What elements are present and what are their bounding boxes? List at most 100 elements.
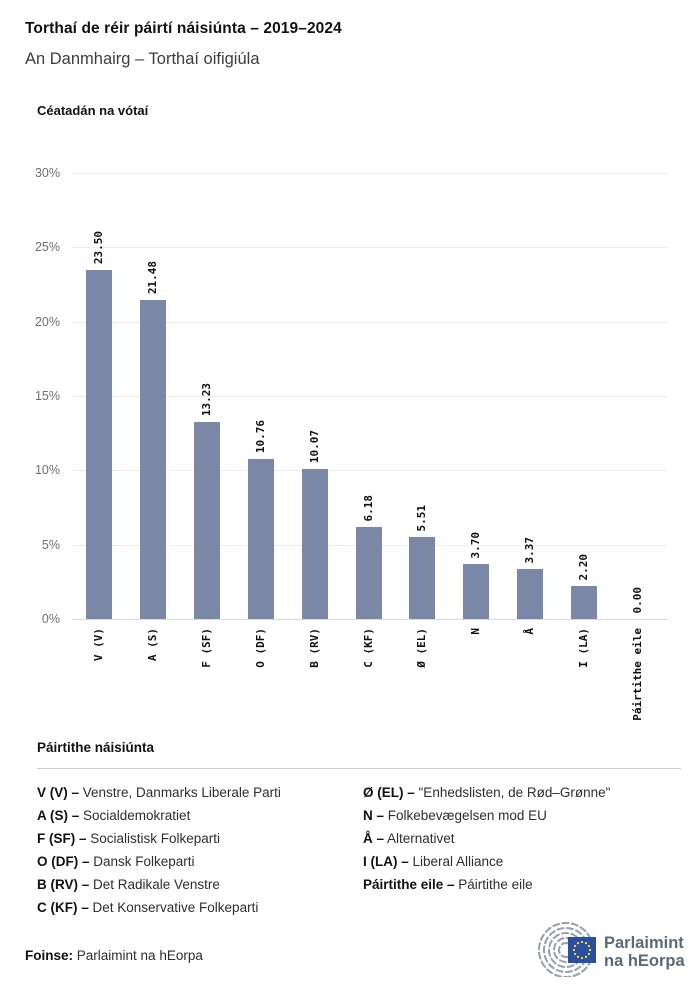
legend-entry-code: I (LA) – — [363, 854, 409, 869]
gridline — [72, 247, 668, 248]
bar — [194, 422, 220, 619]
legend-entry-name: Det Radikale Venstre — [89, 877, 220, 892]
legend-entry-name: Liberal Alliance — [408, 854, 504, 869]
legend-column-left: V (V) – Venstre, Danmarks Liberale Parti… — [37, 781, 357, 919]
bar-value-label: 3.70 — [469, 531, 482, 559]
eu-star — [573, 944, 577, 948]
y-tick-label: 15% — [34, 389, 60, 403]
bar-value-label: 3.37 — [523, 536, 536, 564]
eu-stars — [572, 940, 592, 960]
legend-entry: O (DF) – Dansk Folkeparti — [37, 850, 357, 873]
legend-entry: V (V) – Venstre, Danmarks Liberale Parti — [37, 781, 357, 804]
bar — [86, 270, 112, 619]
eu-star — [587, 944, 591, 948]
y-tick-label: 10% — [34, 463, 60, 477]
legend-entry-name: Socialdemokratiet — [79, 808, 191, 823]
x-tick-label: A (S) — [146, 628, 159, 662]
legend-entry: Å – Alternativet — [363, 827, 683, 850]
y-axis-title: Céatadán na vótaí — [37, 103, 149, 118]
legend-entry: I (LA) – Liberal Alliance — [363, 850, 683, 873]
gridline — [72, 619, 668, 620]
parliament-hemicycle-icon: Parlaimint na hEorpa — [537, 921, 686, 979]
y-tick-label: 5% — [41, 538, 60, 552]
source-label: Foinse: — [25, 948, 74, 963]
eu-star — [584, 955, 588, 959]
gridline — [72, 470, 668, 471]
source-value: Parlaimint na hEorpa — [76, 948, 203, 963]
y-tick-label: 20% — [34, 315, 60, 329]
legend-entry-code: Å – — [363, 831, 385, 846]
legend-entry-code: Ø (EL) – — [363, 785, 415, 800]
bar-value-label: 13.23 — [200, 382, 213, 416]
legend-entry-code: O (DF) – — [37, 854, 90, 869]
x-tick-label: F (SF) — [200, 628, 213, 668]
y-tick-label: 25% — [34, 240, 60, 254]
eu-star — [580, 940, 584, 944]
legend-entry: A (S) – Socialdemokratiet — [37, 804, 357, 827]
x-tick-label: O (DF) — [254, 628, 267, 668]
x-tick-label: Ø (EL) — [415, 628, 428, 668]
legend-divider — [37, 768, 681, 769]
legend-entry: C (KF) – Det Konservative Folkeparti — [37, 896, 357, 919]
eu-star — [584, 941, 588, 945]
legend-entry-name: Alternativet — [384, 831, 455, 846]
legend-entry-name: Socialistisk Folkeparti — [86, 831, 221, 846]
bar — [302, 469, 328, 619]
bar-value-label: 0.00 — [631, 586, 644, 614]
bar-value-label: 23.50 — [92, 230, 105, 264]
bar — [409, 537, 435, 619]
gridline — [72, 322, 668, 323]
bar-value-label: 21.48 — [146, 260, 159, 294]
bar — [140, 300, 166, 619]
legend-entry: F (SF) – Socialistisk Folkeparti — [37, 827, 357, 850]
bar — [248, 459, 274, 619]
gridline — [72, 396, 668, 397]
eu-star — [576, 955, 580, 959]
bar-value-label: 2.20 — [577, 553, 590, 581]
legend-entry-code: Páirtithe eile – — [363, 877, 455, 892]
legend-entry-name: Páirtithe eile — [454, 877, 533, 892]
legend-entry-code: F (SF) – — [37, 831, 87, 846]
page-title: Torthaí de réir páirtí náisiúnta – 2019–… — [25, 20, 342, 37]
x-tick-label: Páirtithe eile — [631, 628, 644, 721]
legend-entry-name: Folkebevægelsen mod EU — [384, 808, 547, 823]
legend-entry-code: N – — [363, 808, 385, 823]
legend-entry-code: V (V) – — [37, 785, 80, 800]
legend-entry: Ø (EL) – "Enhedslisten, de Rød–Grønne" — [363, 781, 683, 804]
legend-entry-name: Det Konservative Folkeparti — [88, 900, 259, 915]
bar-value-label: 5.51 — [415, 504, 428, 532]
european-parliament-logo: Parlaimint na hEorpa — [528, 921, 696, 979]
legend-entry: B (RV) – Det Radikale Venstre — [37, 873, 357, 896]
bar — [463, 564, 489, 619]
eu-star — [576, 941, 580, 945]
gridline — [72, 173, 668, 174]
legend-entry-name: "Enhedslisten, de Rød–Grønne" — [414, 785, 611, 800]
x-tick-label: N — [469, 628, 482, 635]
legend-entry: N – Folkebevægelsen mod EU — [363, 804, 683, 827]
page-subtitle: An Danmhairg – Torthaí oifigiúla — [25, 50, 260, 68]
bar — [356, 527, 382, 619]
x-tick-label: V (V) — [92, 628, 105, 662]
bar-value-label: 6.18 — [362, 494, 375, 522]
source-note: Foinse: Parlaimint na hEorpa — [25, 948, 203, 963]
x-tick-label: Å — [523, 628, 536, 635]
eu-star — [572, 948, 576, 952]
bar — [571, 586, 597, 619]
y-tick-label: 30% — [34, 166, 60, 180]
logo-text-line1: Parlaimint — [604, 934, 684, 952]
x-tick-label: I (LA) — [577, 628, 590, 668]
eu-star — [588, 948, 592, 952]
y-tick-label: 0% — [41, 612, 60, 626]
bar — [517, 569, 543, 619]
x-tick-label: B (RV) — [308, 628, 321, 668]
eu-star — [573, 952, 577, 956]
bar-value-label: 10.76 — [254, 419, 267, 453]
bar-chart: 30% 25% 20% 15% 10% 5% 0% 23.50 V (V) 21.48 A (S) 1… — [0, 166, 700, 721]
legend-title: Páirtithe náisiúnta — [37, 740, 155, 755]
legend-entry-code: B (RV) – — [37, 877, 90, 892]
legend-entry-code: A (S) – — [37, 808, 80, 823]
x-tick-label: C (KF) — [362, 628, 375, 668]
eu-star — [587, 952, 591, 956]
logo-text-line2: na hEorpa — [604, 952, 686, 970]
